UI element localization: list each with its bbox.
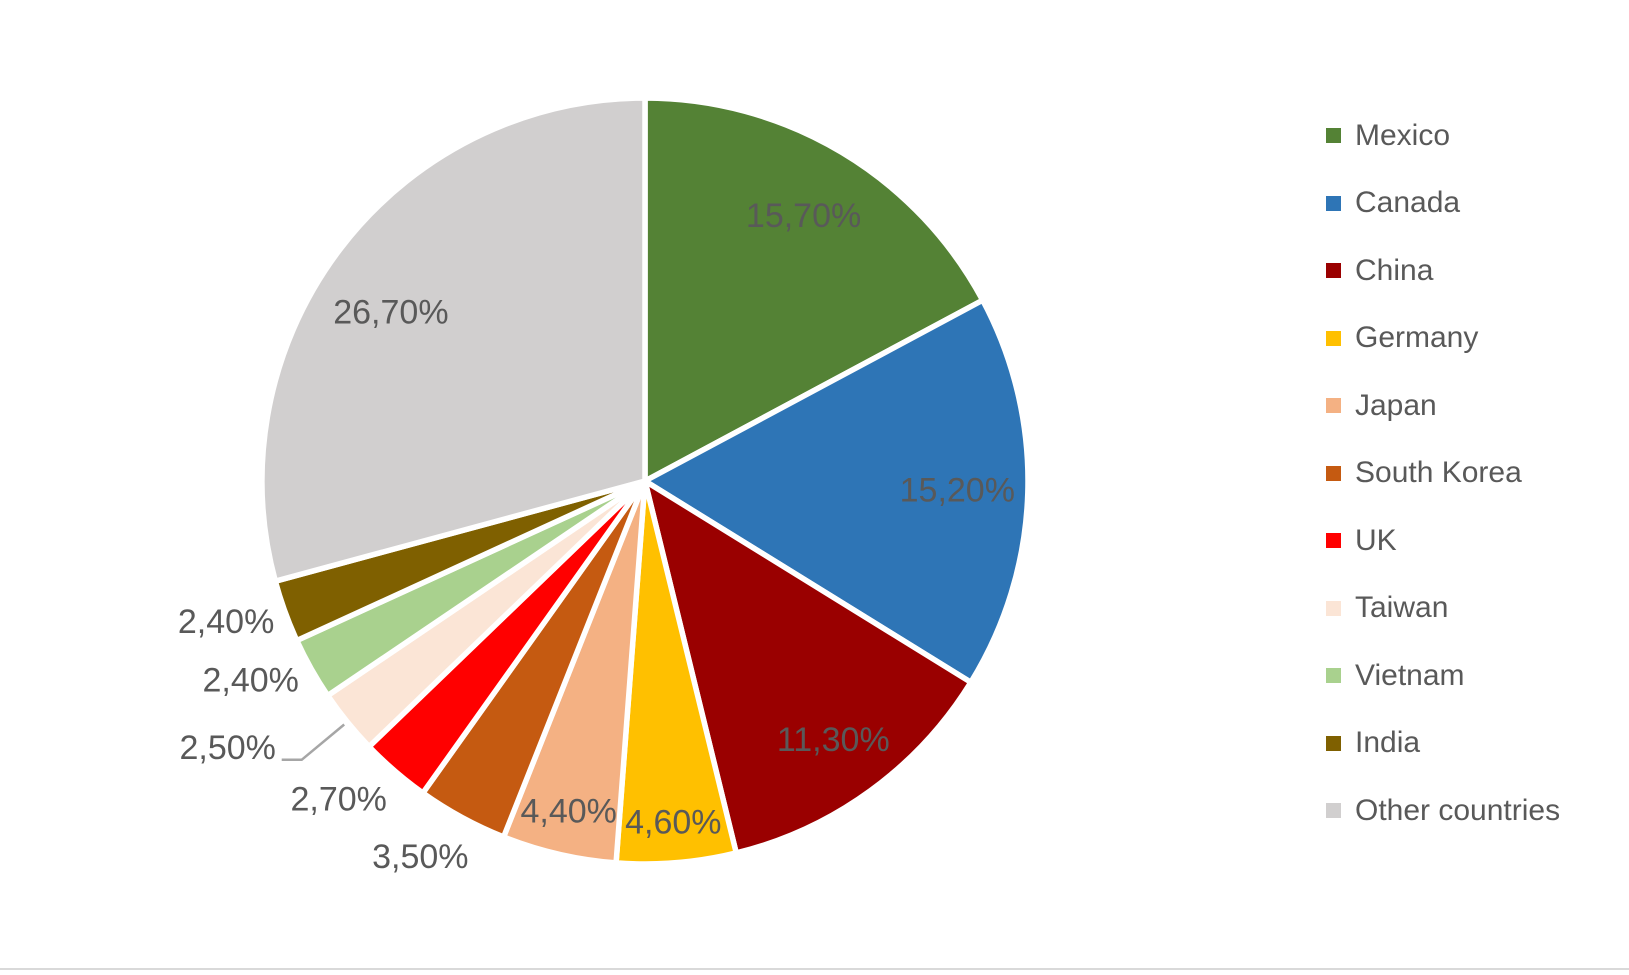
legend-item-uk: UK (1326, 507, 1560, 575)
legend-label-vietnam: Vietnam (1355, 658, 1465, 692)
legend-item-india: India (1326, 710, 1560, 778)
pie-slice-mexico (642, 95, 987, 486)
slice-label-india: 2,40% (178, 603, 274, 641)
leader-line-taiwan (281, 723, 345, 762)
legend-swatch-south-korea (1326, 465, 1341, 481)
slice-label-south-korea: 3,50% (372, 838, 468, 876)
legend-swatch-vietnam (1326, 668, 1341, 684)
legend-swatch-china (1326, 263, 1341, 279)
legend-swatch-japan (1326, 398, 1341, 414)
legend-label-taiwan: Taiwan (1355, 591, 1449, 625)
legend-label-india: India (1355, 726, 1421, 760)
legend-item-japan: Japan (1326, 372, 1560, 440)
legend-label-china: China (1355, 253, 1434, 287)
legend-swatch-mexico (1326, 128, 1341, 144)
legend-label-south-korea: South Korea (1355, 456, 1522, 490)
slice-label-uk: 2,70% (290, 781, 386, 819)
pie-slice-other-countries (259, 95, 648, 585)
slice-label-other-countries: 26,70% (333, 294, 448, 332)
legend-swatch-taiwan (1326, 600, 1341, 616)
legend-item-vietnam: Vietnam (1326, 642, 1560, 710)
legend-label-germany: Germany (1355, 321, 1479, 355)
legend-swatch-uk (1326, 533, 1341, 549)
slice-label-taiwan: 2,50% (179, 729, 275, 767)
slice-label-canada: 15,20% (900, 472, 1015, 510)
legend-item-china: China (1326, 237, 1560, 305)
legend-item-south-korea: South Korea (1326, 440, 1560, 508)
legend-label-mexico: Mexico (1355, 118, 1451, 152)
legend-label-canada: Canada (1355, 186, 1461, 220)
legend-label-japan: Japan (1355, 388, 1437, 422)
legend-swatch-india (1326, 735, 1341, 751)
pie-slice-china (640, 475, 975, 857)
legend-item-canada: Canada (1326, 170, 1560, 238)
legend-swatch-other-countries (1326, 803, 1341, 819)
bottom-divider (0, 968, 1629, 970)
pie-slice-canada (639, 296, 1031, 687)
slice-label-mexico: 15,70% (746, 197, 861, 235)
legend-item-taiwan: Taiwan (1326, 575, 1560, 643)
legend-item-other-countries: Other countries (1326, 777, 1560, 845)
legend-label-other-countries: Other countries (1355, 793, 1561, 827)
legend-label-uk: UK (1355, 523, 1397, 557)
legend-item-mexico: Mexico (1326, 102, 1560, 170)
slice-label-vietnam: 2,40% (202, 662, 298, 700)
legend-item-germany: Germany (1326, 305, 1560, 373)
chart-legend: Mexico Canada China Germany Japan South Korea… (1326, 102, 1560, 845)
slice-label-germany: 4,60% (625, 804, 721, 842)
slice-label-china: 11,30% (777, 721, 890, 759)
legend-swatch-canada (1326, 195, 1341, 211)
slice-label-japan: 4,40% (520, 792, 616, 830)
legend-swatch-germany (1326, 330, 1341, 346)
